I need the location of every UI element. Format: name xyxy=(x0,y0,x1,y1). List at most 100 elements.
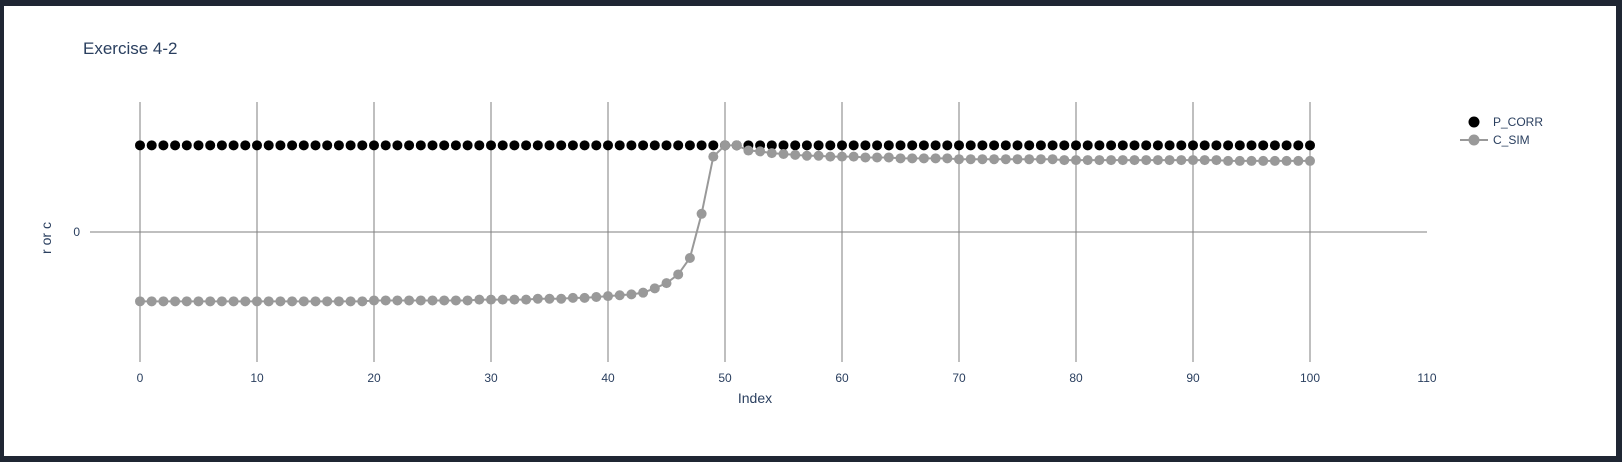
point-c-sim xyxy=(310,296,321,307)
point-c-sim xyxy=(322,296,333,307)
point-p-corr xyxy=(696,140,707,151)
x-tick-label: 10 xyxy=(250,371,264,385)
point-p-corr xyxy=(603,140,613,151)
point-p-corr xyxy=(415,140,426,151)
point-p-corr xyxy=(801,140,812,151)
point-c-sim xyxy=(1199,155,1210,166)
point-p-corr xyxy=(439,140,450,151)
point-c-sim xyxy=(439,295,450,306)
point-c-sim xyxy=(415,295,426,306)
point-p-corr xyxy=(918,140,929,151)
point-c-sim xyxy=(1211,155,1222,166)
point-p-corr xyxy=(497,140,508,151)
point-c-sim xyxy=(333,296,344,307)
point-c-sim xyxy=(684,253,695,263)
point-c-sim xyxy=(1223,155,1234,166)
point-c-sim xyxy=(181,296,192,307)
point-c-sim xyxy=(1117,155,1128,166)
point-p-corr xyxy=(965,140,976,151)
point-p-corr xyxy=(813,140,824,151)
point-p-corr xyxy=(1094,140,1105,151)
point-c-sim xyxy=(1082,155,1093,166)
point-p-corr xyxy=(1305,140,1315,151)
legend-item-c-sim[interactable]: C_SIM xyxy=(1460,133,1530,147)
point-p-corr xyxy=(450,140,461,151)
point-c-sim xyxy=(918,153,929,164)
point-p-corr xyxy=(380,140,391,151)
point-p-corr xyxy=(1281,140,1292,151)
point-p-corr xyxy=(369,140,379,151)
point-p-corr xyxy=(1293,140,1304,151)
point-c-sim xyxy=(216,296,227,307)
point-p-corr xyxy=(1047,140,1058,151)
point-c-sim xyxy=(1059,155,1070,166)
point-p-corr xyxy=(357,140,368,151)
point-c-sim xyxy=(1047,154,1058,165)
point-p-corr xyxy=(322,140,333,151)
point-p-corr xyxy=(345,140,356,151)
point-c-sim xyxy=(345,296,356,307)
y-tick-label: 0 xyxy=(73,225,80,239)
point-c-sim xyxy=(989,154,1000,165)
point-p-corr xyxy=(181,140,192,151)
point-c-sim xyxy=(579,292,590,303)
point-p-corr xyxy=(837,140,847,151)
point-p-corr xyxy=(614,140,625,151)
point-c-sim xyxy=(193,296,204,307)
point-c-sim xyxy=(486,294,496,305)
point-c-sim xyxy=(895,153,906,164)
x-tick-label: 100 xyxy=(1300,371,1320,385)
point-p-corr xyxy=(1071,140,1081,151)
point-p-corr xyxy=(930,140,941,151)
point-p-corr xyxy=(509,140,520,151)
x-tick-label: 70 xyxy=(952,371,966,385)
x-tick-label: 80 xyxy=(1069,371,1083,385)
legend: P_CORR C_SIM xyxy=(1460,115,1543,147)
point-p-corr xyxy=(474,140,485,151)
point-c-sim xyxy=(790,149,801,160)
point-c-sim xyxy=(837,151,847,162)
point-c-sim xyxy=(275,296,286,307)
point-c-sim xyxy=(626,289,637,300)
x-tick-label: 30 xyxy=(484,371,498,385)
point-p-corr xyxy=(298,140,309,151)
legend-label-c-sim: C_SIM xyxy=(1493,133,1530,147)
point-p-corr xyxy=(638,140,649,151)
x-tick-label: 50 xyxy=(718,371,732,385)
point-c-sim xyxy=(603,291,613,302)
point-p-corr xyxy=(778,140,789,151)
point-c-sim xyxy=(1141,155,1152,166)
point-p-corr xyxy=(673,140,684,151)
point-c-sim xyxy=(778,149,789,159)
point-c-sim xyxy=(556,293,567,304)
legend-marker-c-sim xyxy=(1468,134,1480,146)
point-p-corr xyxy=(977,140,988,151)
point-c-sim xyxy=(1000,154,1011,165)
point-p-corr xyxy=(486,140,496,151)
point-p-corr xyxy=(1012,140,1023,151)
point-c-sim xyxy=(708,151,719,162)
point-p-corr xyxy=(252,140,262,151)
point-c-sim xyxy=(240,296,251,307)
point-c-sim xyxy=(942,153,953,164)
point-c-sim xyxy=(720,140,730,151)
point-c-sim xyxy=(252,296,262,307)
point-p-corr xyxy=(532,140,543,151)
point-p-corr xyxy=(1211,140,1222,151)
y-axis-title: r or c xyxy=(38,222,54,254)
point-p-corr xyxy=(1152,140,1163,151)
point-p-corr xyxy=(579,140,590,151)
point-p-corr xyxy=(567,140,578,151)
legend-item-p-corr[interactable]: P_CORR xyxy=(1468,115,1544,129)
point-p-corr xyxy=(392,140,403,151)
point-p-corr xyxy=(146,140,157,151)
point-p-corr xyxy=(708,140,719,151)
point-p-corr xyxy=(1117,140,1128,151)
x-tick-label: 110 xyxy=(1417,371,1436,385)
point-p-corr xyxy=(1164,140,1175,151)
point-p-corr xyxy=(205,140,216,151)
point-p-corr xyxy=(427,140,438,151)
point-c-sim xyxy=(1152,155,1163,166)
point-p-corr xyxy=(1258,140,1269,151)
point-p-corr xyxy=(684,140,695,151)
